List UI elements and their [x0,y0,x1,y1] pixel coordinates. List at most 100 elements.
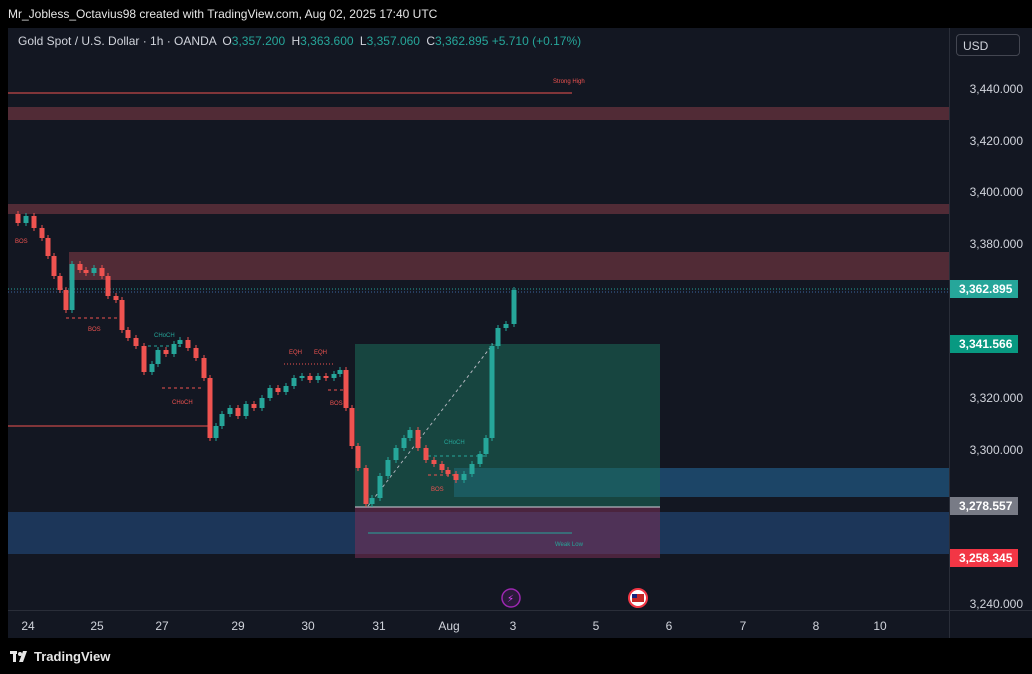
time-tick: 3 [509,619,517,633]
currency-selector[interactable]: USD [956,34,1020,56]
candle-body [275,388,281,392]
time-tick: 6 [665,619,673,633]
strong-high-label: Strong High [553,79,585,85]
symbol-title: Gold Spot / U.S. Dollar · 1h · OANDA [18,34,217,48]
eqh-label-2: EQH [314,350,327,356]
bos-label-1: BOS [88,327,101,333]
symbol-legend: Gold Spot / U.S. Dollar · 1h · OANDA O3,… [18,34,582,48]
candle-body [83,270,89,273]
axis-corner [949,610,1032,639]
candle-body [91,268,97,273]
open-value: 3,357.200 [231,34,286,48]
candle-body [125,330,131,338]
time-tick: 31 [372,619,386,633]
candle-body [51,256,57,276]
change-value: +5.710 (+0.17%) [491,34,582,48]
candle-body [57,276,63,290]
candle-body [259,398,265,408]
price-tick: 3,380.000 [969,237,1023,251]
time-tick: 30 [301,619,315,633]
us-flag-stripes [632,594,644,602]
candle-body [213,426,219,438]
candle-body [401,438,407,448]
eqh-label-1: EQH [289,350,302,356]
candle-body [15,214,21,223]
candle-body [469,464,475,474]
candle-body [385,460,391,476]
time-tick: Aug [438,619,460,633]
candle-body [337,370,343,374]
candle-body [219,414,225,426]
top-bar: Mr_Jobless_Octavius98 created with Tradi… [0,0,1032,28]
candle-body [185,340,191,348]
candle-body [235,408,241,416]
price-plot[interactable]: Strong High Weak Low BOS BOS CHoCH CHoCH… [8,28,949,610]
choch-label-1: CHoCH [154,333,175,339]
candle-body [99,268,105,276]
supply-zone-low [69,252,949,280]
time-axis[interactable]: 24 25 27 29 30 31 Aug 3 5 6 7 8 10 [8,610,949,639]
high-value: 3,363.600 [300,34,354,48]
candle-body [207,378,213,438]
candle-body [355,446,361,468]
candle-body [267,388,273,398]
candle-body [39,228,45,238]
close-value: 3,362.895 [435,34,489,48]
take-profit-badge: 3,341.566 [950,335,1018,353]
candle-body [283,386,289,392]
time-tick: 5 [592,619,600,633]
candle-body [461,474,467,480]
bos-label-3: BOS [431,487,444,493]
candle-body [251,404,257,408]
tradingview-logo-icon [10,650,27,662]
lightning-glyph: ⚡ [507,594,514,605]
candle-body [331,374,337,378]
candle-body [105,276,111,296]
candle-body [63,290,69,310]
candle-body [149,364,155,372]
candle-body [307,376,313,380]
time-tick: 10 [873,619,887,633]
candle-body [23,216,29,223]
bos-label-0: BOS [15,239,28,245]
stop-loss-badge: 3,258.345 [950,549,1018,567]
candle-body [291,378,297,386]
position-path [367,343,494,507]
candle-body [171,344,177,354]
price-tick: 3,300.000 [969,443,1023,457]
time-tick: 8 [812,619,820,633]
candle-body [377,476,383,498]
candle-body [489,346,495,438]
chart-pane[interactable]: Strong High Weak Low BOS BOS CHoCH CHoCH… [8,28,949,610]
time-tick: 27 [155,619,169,633]
supply-zone-top [8,107,949,120]
candle-body [119,300,125,330]
candle-body [77,264,83,270]
candle-body [155,350,161,364]
supply-zone-mid [8,204,949,214]
time-tick: 29 [231,619,245,633]
candle-body [511,290,517,324]
candle-body [483,438,489,454]
candle-body [31,216,37,228]
weak-low-label: Weak Low [555,542,584,548]
candle-body [299,376,305,378]
tradingview-logo[interactable]: TradingView [10,649,110,664]
choch-label-2: CHoCH [172,400,193,406]
candle-body [163,350,169,354]
price-tick: 3,420.000 [969,134,1023,148]
price-tick: 3,320.000 [969,391,1023,405]
candle-body [227,408,233,414]
candle-body [201,358,207,378]
candle-body [45,238,51,256]
us-flag-canton [632,594,637,598]
footer-bar: TradingView [0,638,1032,674]
candle-body [323,376,329,378]
candle-body [113,296,119,300]
time-tick: 24 [21,619,35,633]
candle-body [423,448,429,460]
price-axis[interactable]: USD 3,440.000 3,420.000 3,400.000 3,380.… [949,28,1032,611]
candle-body [315,376,321,380]
candle-body [193,348,199,358]
position-profit-zone [355,344,660,507]
